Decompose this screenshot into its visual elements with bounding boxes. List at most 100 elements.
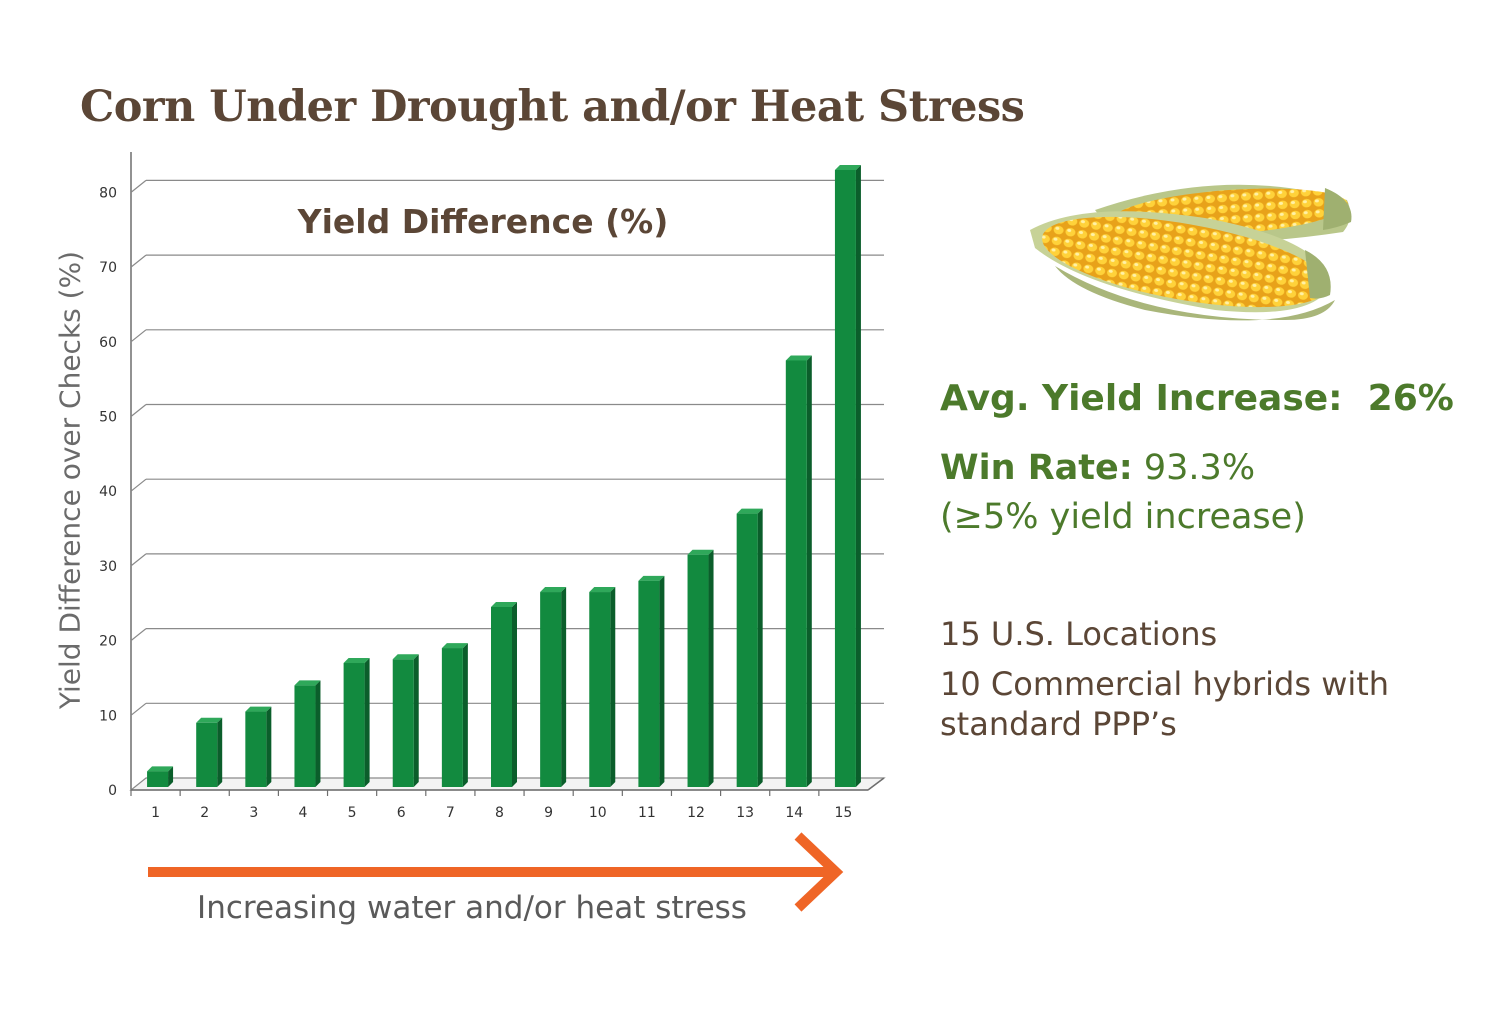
bar-front xyxy=(392,659,414,787)
bar-top xyxy=(441,643,468,649)
bar xyxy=(245,706,272,787)
bar-side xyxy=(757,508,763,787)
bar-side xyxy=(708,549,714,787)
info-locations: 15 U.S. Locations xyxy=(940,615,1218,653)
bar-side xyxy=(512,601,517,787)
bar-side xyxy=(413,654,419,787)
x-tick-label: 8 xyxy=(495,805,504,821)
bar-side xyxy=(364,658,370,787)
bar xyxy=(441,643,468,787)
bar-top xyxy=(343,658,370,664)
x-tick-label: 14 xyxy=(785,805,803,821)
bar-side xyxy=(610,587,616,787)
bar-top xyxy=(245,706,272,712)
x-tick-label: 4 xyxy=(299,805,308,821)
bar-top xyxy=(785,355,812,361)
chart-title: Yield Difference (%) xyxy=(297,202,669,241)
gridline-depth xyxy=(130,404,147,417)
y-tick-label: 50 xyxy=(99,410,117,426)
bar-top xyxy=(196,717,223,723)
x-tick-label: 5 xyxy=(348,805,357,821)
bar-side xyxy=(168,766,174,787)
y-tick-label: 20 xyxy=(99,634,117,650)
bar-front xyxy=(245,711,267,787)
win-rate-value: 93.3% xyxy=(1143,448,1256,488)
bar xyxy=(540,587,567,787)
bar xyxy=(589,587,616,787)
bar-front xyxy=(540,592,562,787)
y-tick-label: 0 xyxy=(108,783,117,799)
bar-front xyxy=(687,554,709,787)
gridline-depth xyxy=(130,478,147,492)
gridline-depth xyxy=(130,254,147,268)
bar-front xyxy=(491,606,512,787)
x-tick-label: 10 xyxy=(589,805,607,821)
bar-side xyxy=(462,643,468,787)
bar-side xyxy=(266,706,272,787)
bar-front xyxy=(785,360,807,787)
bar-front xyxy=(294,685,316,787)
bar-top xyxy=(736,508,763,514)
x-tick-label: 15 xyxy=(835,805,853,821)
x-tick-label: 6 xyxy=(397,805,406,821)
bar-top xyxy=(491,601,517,607)
bar-side xyxy=(659,575,665,787)
bar xyxy=(392,654,419,787)
bar-top xyxy=(540,587,567,593)
y-tick-label: 40 xyxy=(99,484,117,500)
x-axis-caption: Increasing water and/or heat stress xyxy=(197,890,747,926)
x-tick-label: 3 xyxy=(249,805,258,821)
y-tick-label: 80 xyxy=(99,185,117,201)
bar-front xyxy=(196,722,218,787)
bar-front xyxy=(441,648,463,787)
bar-side xyxy=(806,355,812,787)
gridline-depth xyxy=(130,179,147,193)
bar-side xyxy=(315,680,321,787)
avg-yield-label: Avg. Yield Increase: xyxy=(940,378,1343,419)
avg-yield-value: 26% xyxy=(1367,378,1454,419)
bar-side xyxy=(855,164,861,788)
y-tick-label: 10 xyxy=(99,708,117,724)
win-rate-label: Win Rate: xyxy=(940,448,1133,488)
gridline-depth xyxy=(130,628,147,642)
bar xyxy=(196,717,223,787)
avg-yield-increase: Avg. Yield Increase: 26% xyxy=(940,378,1454,419)
page-title: Corn Under Drought and/or Heat Stress xyxy=(80,82,1025,132)
arrow-right-icon xyxy=(148,832,844,912)
info-hybrids: 10 Commercial hybrids with standard PPP’… xyxy=(940,665,1390,743)
x-tick-label: 13 xyxy=(736,805,754,821)
gridline-depth xyxy=(130,329,147,343)
bar-front xyxy=(589,592,611,787)
x-tick-label: 12 xyxy=(687,805,705,821)
y-tick-label: 60 xyxy=(99,335,117,351)
y-tick-label: 70 xyxy=(99,260,117,276)
x-tick-label: 1 xyxy=(151,805,160,821)
bar-side xyxy=(217,717,223,787)
bar-top xyxy=(589,587,616,593)
bar xyxy=(638,575,665,787)
bar xyxy=(147,766,174,787)
bar-top xyxy=(638,575,665,581)
gridline-depth xyxy=(130,702,147,716)
bar-top xyxy=(687,549,714,555)
x-tick-label: 9 xyxy=(544,805,553,821)
x-tick-label: 11 xyxy=(638,805,656,821)
win-rate: Win Rate: 93.3% xyxy=(940,448,1255,488)
bar-front xyxy=(834,169,856,788)
bar-top xyxy=(147,766,174,772)
bar-top xyxy=(294,680,321,686)
bar xyxy=(294,680,321,787)
bar xyxy=(687,549,714,787)
bar-top xyxy=(834,164,861,170)
bar-side xyxy=(561,587,567,787)
win-rate-note: (≥5% yield increase) xyxy=(940,497,1306,537)
x-axis-depth xyxy=(867,777,885,791)
bar xyxy=(736,508,763,787)
bar xyxy=(785,355,812,787)
bar-front xyxy=(343,663,365,787)
bar-front xyxy=(147,771,169,787)
bar xyxy=(491,601,517,787)
x-tick-label: 7 xyxy=(446,805,455,821)
gridline-depth xyxy=(130,553,147,567)
bar-top xyxy=(392,654,419,660)
